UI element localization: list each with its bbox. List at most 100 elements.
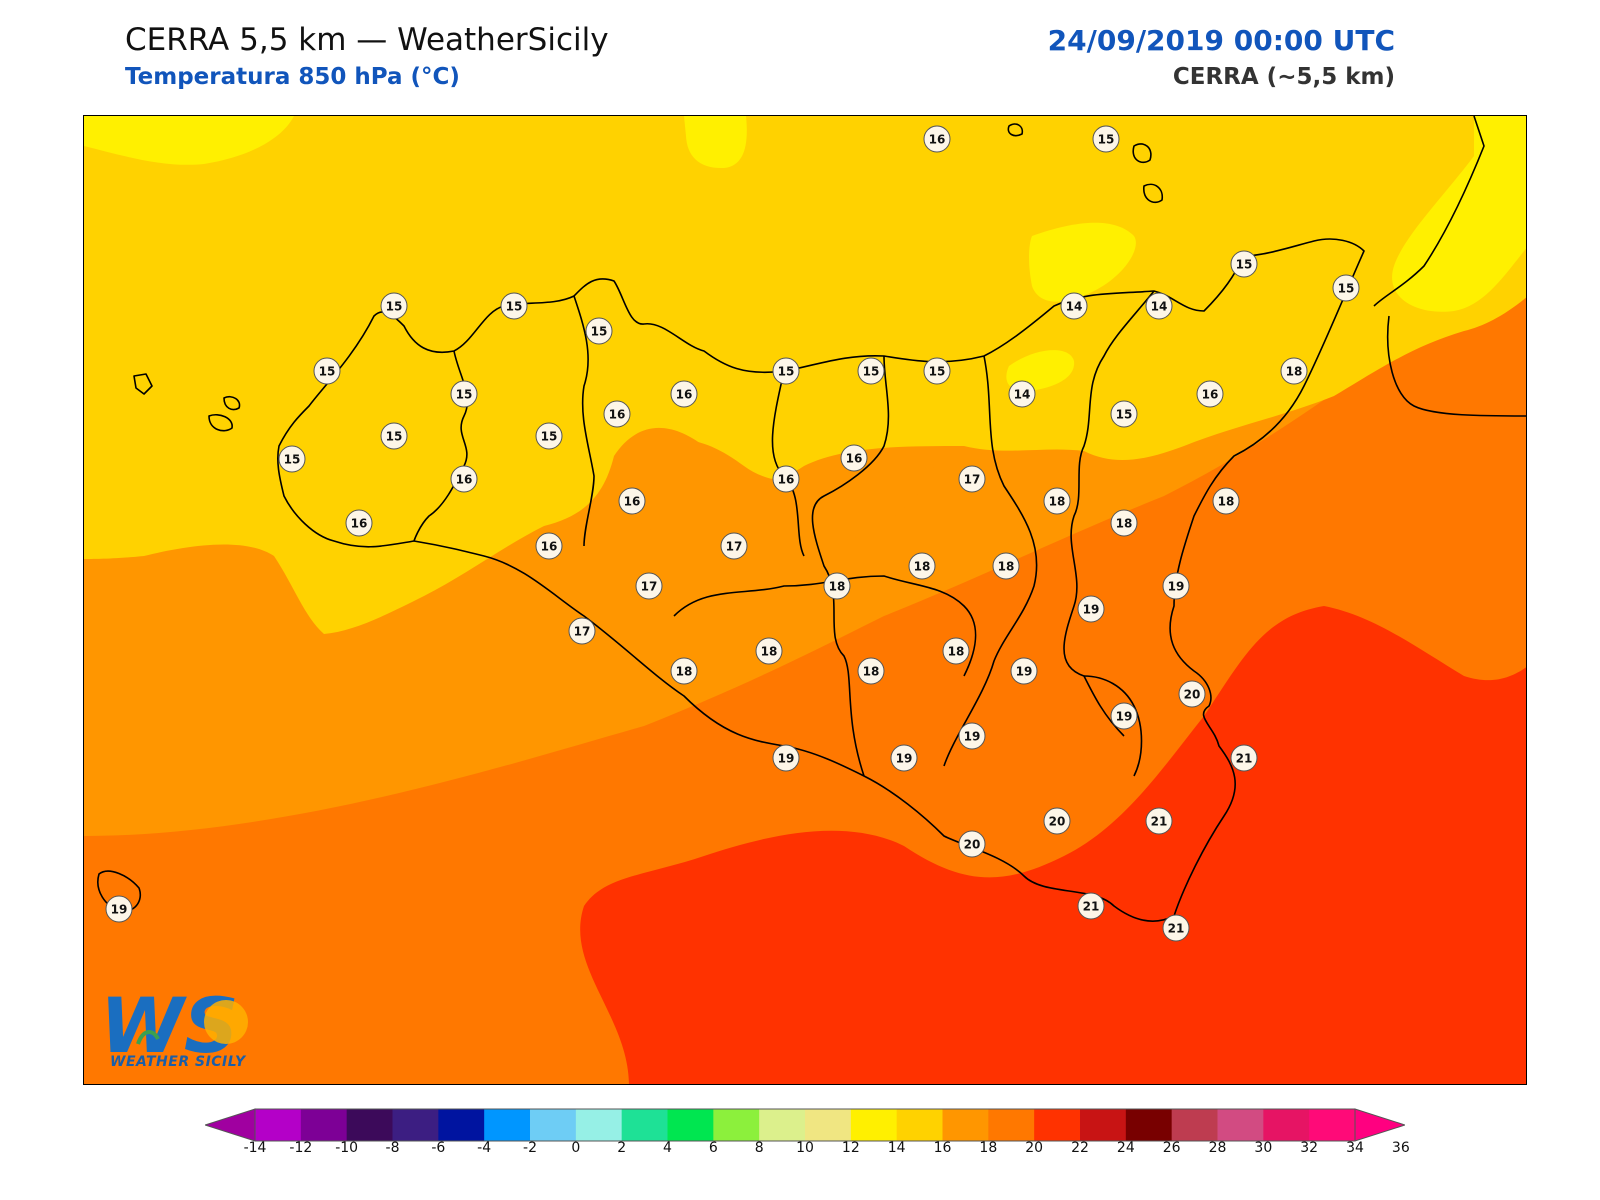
- temperature-value-label: 19: [958, 722, 986, 750]
- colorbar-segment: [667, 1109, 714, 1141]
- colorbar-tick-label: -12: [289, 1140, 313, 1156]
- map-subtitle: Temperatura 850 hPa (°C): [125, 64, 460, 90]
- temperature-value-label: 15: [1092, 125, 1120, 153]
- band-12-14-n: [684, 116, 747, 169]
- temperature-value-label: 18: [1212, 487, 1240, 515]
- temperature-value-label: 18: [755, 637, 783, 665]
- colorbar-tick-label: 28: [1208, 1140, 1227, 1156]
- colorbar-segment: [713, 1109, 760, 1141]
- temperature-value-label: 19: [105, 895, 133, 923]
- colorbar-segment: [1171, 1109, 1218, 1141]
- temperature-value-label: 17: [568, 617, 596, 645]
- temperature-value-label: 18: [1280, 357, 1308, 385]
- temperature-value-label: 20: [1043, 807, 1071, 835]
- temperature-value-label: 15: [1230, 250, 1258, 278]
- temperature-value-label: 19: [772, 744, 800, 772]
- colorbar-frame: [254, 1108, 1356, 1142]
- band-16-18-inland: [621, 439, 934, 551]
- coastline: [97, 116, 1526, 922]
- colorbar-segment: [942, 1109, 989, 1141]
- temperature-value-label: 15: [923, 357, 951, 385]
- temperature-field: [84, 116, 1526, 1084]
- colorbar-segment: [1125, 1109, 1173, 1141]
- colorbar-segment: [530, 1109, 577, 1141]
- colorbar-tick-label: -8: [385, 1140, 400, 1156]
- temperature-value-label: 16: [772, 465, 800, 493]
- colorbar-tick-label: 22: [1071, 1140, 1089, 1156]
- colorbar-segment: [484, 1109, 531, 1141]
- temperature-value-label: 17: [635, 572, 663, 600]
- temperature-value-label: 15: [1332, 274, 1360, 302]
- weathersicily-logo: WS: [98, 984, 258, 1074]
- map-title: CERRA 5,5 km — WeatherSicily: [125, 22, 609, 58]
- colorbar-ticks: -14 -12 -10 -8 -6 -4 -2 0 2 4 6 8 10 12 14 16 18 20 22 24 26…: [0, 1138, 1600, 1162]
- colorbar-tick-label: 34: [1346, 1140, 1364, 1156]
- temperature-value-label: 17: [958, 465, 986, 493]
- temperature-value-label: 18: [670, 657, 698, 685]
- colorbar-tick-label: 24: [1116, 1140, 1135, 1156]
- colorbar-tick-label: 10: [796, 1140, 814, 1156]
- model-name: CERRA (~5,5 km): [1172, 64, 1395, 90]
- band-14-16: [84, 116, 1526, 634]
- colorbar-segment: [1309, 1109, 1356, 1141]
- temperature-value-label: 16: [670, 380, 698, 408]
- colorbar-segment: [438, 1109, 485, 1141]
- colorbar-tick-label: 6: [708, 1140, 718, 1156]
- temperature-value-label: 15: [380, 422, 408, 450]
- temperature-value-label: 19: [1010, 657, 1038, 685]
- temperature-value-label: 18: [992, 552, 1020, 580]
- colorbar: [205, 1108, 1405, 1142]
- temperature-value-label: 15: [1110, 400, 1138, 428]
- temperature-value-label: 15: [857, 357, 885, 385]
- temperature-value-label: 19: [1110, 702, 1138, 730]
- colorbar-segment: [575, 1109, 623, 1141]
- colorbar-segment: [346, 1109, 393, 1141]
- colorbar-over-arrow: [1354, 1108, 1405, 1142]
- colorbar-segment: [896, 1109, 943, 1141]
- temperature-value-label: 16: [345, 509, 373, 537]
- band-18-20-east-tip: [1494, 332, 1526, 396]
- colorbar-tick-label: -2: [523, 1140, 537, 1156]
- colorbar-segment: [759, 1109, 806, 1141]
- colorbar-segment: [1080, 1109, 1127, 1141]
- temperature-value-label: 21: [1145, 807, 1173, 835]
- temperature-map[interactable]: 16 15 15 15 15 15 14 14 15 15 16 15 15 15 14 15 16 18 15 15…: [83, 115, 1527, 1085]
- temperature-value-label: 15: [500, 292, 528, 320]
- temperature-value-label: 21: [1162, 914, 1190, 942]
- temperature-value-label: 14: [1008, 380, 1036, 408]
- colorbar-segment: [1034, 1109, 1081, 1141]
- colorbar-segment: [988, 1109, 1035, 1141]
- temperature-value-label: 15: [380, 292, 408, 320]
- temperature-value-label: 14: [1060, 292, 1088, 320]
- colorbar-tick-label: 26: [1162, 1140, 1181, 1156]
- colorbar-tick-label: 0: [571, 1140, 581, 1156]
- temperature-value-label: 17: [720, 532, 748, 560]
- temperature-value-label: 15: [313, 357, 341, 385]
- colorbar-segment: [850, 1109, 898, 1141]
- colorbar-tick-label: 12: [841, 1140, 860, 1156]
- temperature-value-label: 20: [958, 830, 986, 858]
- temperature-value-label: 15: [278, 445, 306, 473]
- temperature-value-label: 18: [908, 552, 936, 580]
- colorbar-tick-label: 14: [887, 1140, 906, 1156]
- temperature-value-label: 16: [535, 532, 563, 560]
- temperature-value-label: 16: [450, 465, 478, 493]
- temperature-value-label: 16: [923, 125, 951, 153]
- colorbar-tick-label: 18: [979, 1140, 998, 1156]
- temperature-value-label: 16: [603, 400, 631, 428]
- temperature-value-label: 18: [1110, 509, 1138, 537]
- colorbar-tick-label: 20: [1025, 1140, 1044, 1156]
- logo-text: WEATHER SICILY: [110, 1054, 246, 1070]
- band-20-22: [580, 606, 1526, 1084]
- temperature-value-label: 21: [1230, 744, 1258, 772]
- colorbar-tick-label: 30: [1254, 1140, 1273, 1156]
- temperature-value-label: 18: [942, 637, 970, 665]
- colorbar-segment: [1263, 1109, 1310, 1141]
- colorbar-tick-label: 4: [663, 1140, 672, 1156]
- temperature-value-label: 19: [890, 744, 918, 772]
- temperature-value-label: 16: [618, 487, 646, 515]
- temperature-value-label: 18: [857, 657, 885, 685]
- temperature-value-label: 19: [1077, 595, 1105, 623]
- colorbar-tick-label: 8: [754, 1140, 764, 1156]
- temperature-value-label: 15: [772, 357, 800, 385]
